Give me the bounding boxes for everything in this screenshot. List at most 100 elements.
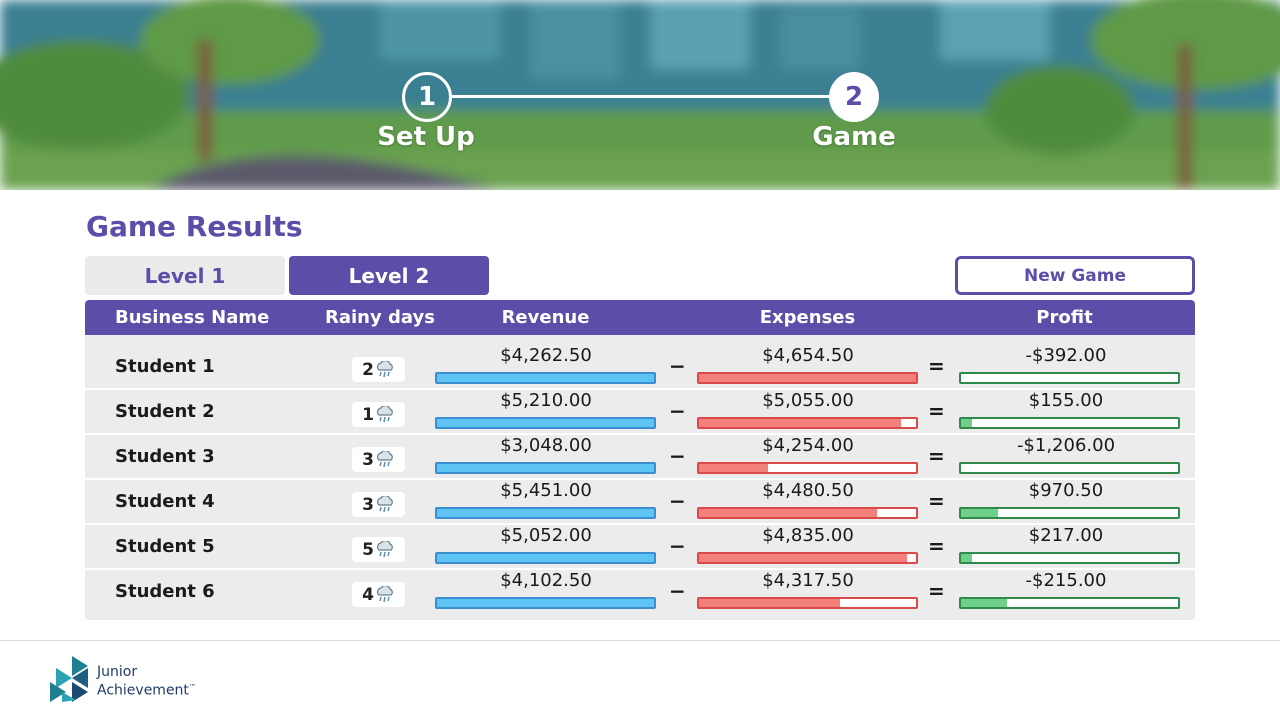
step-1-label[interactable]: Set Up bbox=[377, 122, 475, 152]
table-header: Business Name Rainy days Revenue Expense… bbox=[85, 300, 1195, 335]
rainy-days-count: 3 bbox=[362, 449, 374, 470]
profit-value: -$1,206.00 bbox=[1016, 435, 1116, 456]
header-rainy-days: Rainy days bbox=[325, 307, 435, 328]
header-profit: Profit bbox=[1036, 307, 1093, 328]
rainy-days-count: 5 bbox=[362, 539, 374, 560]
row-separator bbox=[85, 523, 1195, 525]
equals-sign: = bbox=[928, 354, 945, 378]
revenue-bar bbox=[435, 417, 656, 429]
minus-sign: − bbox=[669, 399, 686, 423]
revenue-bar bbox=[435, 372, 656, 384]
rainy-days-count: 4 bbox=[362, 584, 374, 605]
expenses-bar bbox=[697, 507, 918, 519]
rain-cloud-icon bbox=[376, 360, 393, 377]
profit-bar bbox=[959, 552, 1180, 564]
footer-divider bbox=[0, 640, 1280, 641]
expenses-bar-fill bbox=[699, 554, 908, 562]
business-name: Student 4 bbox=[115, 491, 215, 512]
expenses-value: $4,254.00 bbox=[762, 435, 854, 456]
expenses-bar-fill bbox=[699, 509, 877, 517]
rain-cloud-icon bbox=[376, 540, 393, 557]
revenue-bar bbox=[435, 597, 656, 609]
step-2-circle[interactable]: 2 bbox=[829, 72, 879, 122]
step-2-label[interactable]: Game bbox=[812, 122, 896, 152]
revenue-bar-fill bbox=[437, 374, 654, 382]
header-banner: 1 Set Up 2 Game bbox=[0, 0, 1280, 190]
rainy-days-badge: 3 bbox=[352, 447, 405, 472]
expenses-bar bbox=[697, 372, 918, 384]
profit-bar bbox=[959, 462, 1180, 474]
profit-bar-fill bbox=[961, 419, 972, 427]
rainy-days-badge: 1 bbox=[352, 402, 405, 427]
profit-bar-fill bbox=[961, 554, 972, 562]
junior-achievement-logo-icon bbox=[50, 656, 88, 702]
logo-line-2: Achievement bbox=[97, 682, 189, 699]
revenue-value: $3,048.00 bbox=[500, 435, 592, 456]
expenses-bar-fill bbox=[699, 374, 916, 382]
expenses-bar-fill bbox=[699, 464, 769, 472]
revenue-bar bbox=[435, 552, 656, 564]
business-name: Student 1 bbox=[115, 356, 215, 377]
profit-bar-fill bbox=[961, 599, 1007, 607]
rainy-days-count: 2 bbox=[362, 359, 374, 380]
profit-bar bbox=[959, 597, 1180, 609]
business-name: Student 6 bbox=[115, 581, 215, 602]
expenses-value: $4,835.00 bbox=[762, 525, 854, 546]
rainy-days-count: 3 bbox=[362, 494, 374, 515]
revenue-value: $5,052.00 bbox=[500, 525, 592, 546]
expenses-value: $4,317.50 bbox=[762, 570, 854, 591]
header-business-name: Business Name bbox=[115, 307, 270, 328]
expenses-bar bbox=[697, 417, 918, 429]
revenue-value: $5,210.00 bbox=[500, 390, 592, 411]
table-row: Student 3 3 $3,048.00 − $4,254.00 = -$1,206.00 bbox=[85, 435, 1195, 480]
profit-bar bbox=[959, 417, 1180, 429]
revenue-bar-fill bbox=[437, 464, 654, 472]
expenses-value: $4,480.50 bbox=[762, 480, 854, 501]
revenue-value: $5,451.00 bbox=[500, 480, 592, 501]
rainy-days-badge: 5 bbox=[352, 537, 405, 562]
revenue-bar-fill bbox=[437, 419, 654, 427]
new-game-button[interactable]: New Game bbox=[955, 256, 1195, 295]
tab-level-1[interactable]: Level 1 bbox=[85, 256, 285, 295]
equals-sign: = bbox=[928, 579, 945, 603]
stepper-connector bbox=[452, 95, 830, 98]
table-row: Student 5 5 $5,052.00 − $4,835.00 = $217.00 bbox=[85, 525, 1195, 570]
step-1-circle[interactable]: 1 bbox=[402, 72, 452, 122]
rainy-days-badge: 2 bbox=[352, 357, 405, 382]
table-row: Student 1 2 $4,262.50 − $4,654.50 = -$392.00 bbox=[85, 345, 1195, 390]
profit-value: -$215.00 bbox=[1025, 570, 1107, 591]
results-table: Business Name Rainy days Revenue Expense… bbox=[85, 300, 1195, 620]
minus-sign: − bbox=[669, 354, 686, 378]
table-row: Student 4 3 $5,451.00 − $4,480.50 = $970.50 bbox=[85, 480, 1195, 525]
logo-trademark: ™ bbox=[188, 683, 196, 691]
row-separator bbox=[85, 388, 1195, 390]
revenue-value: $4,102.50 bbox=[500, 570, 592, 591]
header-revenue: Revenue bbox=[501, 307, 590, 328]
rain-cloud-icon bbox=[376, 450, 393, 467]
minus-sign: − bbox=[669, 444, 686, 468]
rain-cloud-icon bbox=[376, 495, 393, 512]
park-background bbox=[0, 0, 1280, 190]
row-separator bbox=[85, 568, 1195, 570]
business-name: Student 5 bbox=[115, 536, 215, 557]
rain-cloud-icon bbox=[376, 405, 393, 422]
revenue-value: $4,262.50 bbox=[500, 345, 592, 366]
rainy-days-badge: 3 bbox=[352, 492, 405, 517]
rainy-days-badge: 4 bbox=[352, 582, 405, 607]
profit-value: $970.50 bbox=[1028, 480, 1104, 501]
expenses-bar-fill bbox=[699, 419, 901, 427]
expenses-bar bbox=[697, 552, 918, 564]
profit-bar bbox=[959, 507, 1180, 519]
tab-level-2[interactable]: Level 2 bbox=[289, 256, 489, 295]
profit-value: $217.00 bbox=[1028, 525, 1104, 546]
rainy-days-count: 1 bbox=[362, 404, 374, 425]
revenue-bar-fill bbox=[437, 554, 654, 562]
expenses-value: $4,654.50 bbox=[762, 345, 854, 366]
page-title: Game Results bbox=[86, 210, 303, 243]
profit-bar bbox=[959, 372, 1180, 384]
table-row: Student 2 1 $5,210.00 − $5,055.00 = $155.00 bbox=[85, 390, 1195, 435]
equals-sign: = bbox=[928, 534, 945, 558]
expenses-value: $5,055.00 bbox=[762, 390, 854, 411]
revenue-bar bbox=[435, 462, 656, 474]
profit-value: $155.00 bbox=[1028, 390, 1104, 411]
